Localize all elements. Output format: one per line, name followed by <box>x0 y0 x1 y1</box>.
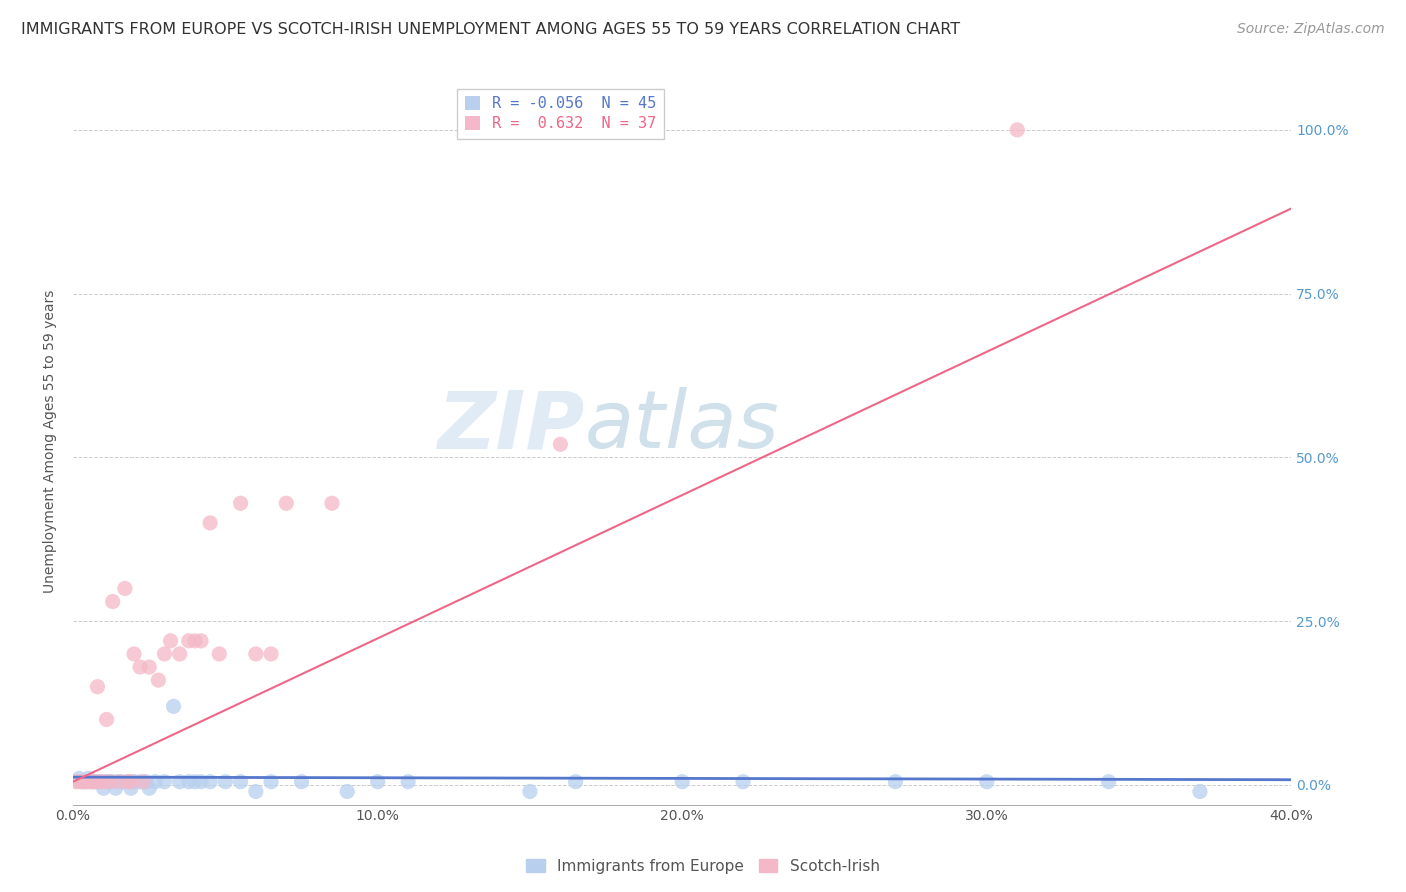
Point <box>159 633 181 648</box>
Point <box>77 774 100 789</box>
Point <box>122 647 145 661</box>
Point <box>120 774 142 789</box>
Point <box>75 774 97 789</box>
Point <box>70 774 93 789</box>
Point <box>143 774 166 789</box>
Point <box>245 784 267 798</box>
Point <box>214 774 236 789</box>
Point <box>67 772 90 786</box>
Text: atlas: atlas <box>585 387 779 466</box>
Point <box>114 582 136 596</box>
Point <box>93 774 115 789</box>
Text: ZIP: ZIP <box>437 387 585 466</box>
Point <box>122 774 145 789</box>
Point <box>104 781 127 796</box>
Point <box>169 647 191 661</box>
Point <box>976 774 998 789</box>
Point <box>65 774 87 789</box>
Point <box>198 516 221 530</box>
Point <box>260 647 283 661</box>
Point <box>80 774 103 789</box>
Point <box>671 774 693 789</box>
Point <box>80 774 103 789</box>
Point <box>75 774 97 789</box>
Point <box>367 774 389 789</box>
Point <box>153 774 176 789</box>
Point <box>184 633 207 648</box>
Point <box>120 781 142 796</box>
Point <box>138 781 160 796</box>
Point <box>96 774 118 789</box>
Point <box>321 496 343 510</box>
Point <box>519 784 541 798</box>
Point <box>198 774 221 789</box>
Point <box>101 594 124 608</box>
Legend: R = -0.056  N = 45, R =  0.632  N = 37: R = -0.056 N = 45, R = 0.632 N = 37 <box>457 88 664 139</box>
Point <box>77 772 100 786</box>
Point <box>138 660 160 674</box>
Point <box>177 774 200 789</box>
Point <box>98 774 121 789</box>
Point <box>884 774 907 789</box>
Point <box>162 699 184 714</box>
Point <box>208 647 231 661</box>
Point <box>564 774 586 789</box>
Point <box>290 774 312 789</box>
Text: Source: ZipAtlas.com: Source: ZipAtlas.com <box>1237 22 1385 37</box>
Point <box>86 774 108 789</box>
Point <box>276 496 298 510</box>
Point <box>396 774 419 789</box>
Point <box>70 774 93 789</box>
Point <box>96 713 118 727</box>
Point <box>107 774 129 789</box>
Point <box>101 774 124 789</box>
Point <box>132 774 155 789</box>
Point <box>1097 774 1119 789</box>
Point <box>129 774 152 789</box>
Point <box>1188 784 1211 798</box>
Point <box>117 774 139 789</box>
Point <box>245 647 267 661</box>
Point <box>336 784 359 798</box>
Point <box>1005 123 1028 137</box>
Point <box>98 774 121 789</box>
Text: IMMIGRANTS FROM EUROPE VS SCOTCH-IRISH UNEMPLOYMENT AMONG AGES 55 TO 59 YEARS CO: IMMIGRANTS FROM EUROPE VS SCOTCH-IRISH U… <box>21 22 960 37</box>
Point <box>190 774 212 789</box>
Point <box>190 633 212 648</box>
Point <box>89 774 111 789</box>
Point <box>550 437 572 451</box>
Point <box>229 774 252 789</box>
Y-axis label: Unemployment Among Ages 55 to 59 years: Unemployment Among Ages 55 to 59 years <box>44 289 58 592</box>
Point <box>117 774 139 789</box>
Point <box>67 774 90 789</box>
Point <box>135 774 157 789</box>
Point <box>733 774 755 789</box>
Point <box>89 774 111 789</box>
Point <box>83 774 105 789</box>
Legend: Immigrants from Europe, Scotch-Irish: Immigrants from Europe, Scotch-Irish <box>520 853 886 880</box>
Point <box>153 647 176 661</box>
Point <box>93 781 115 796</box>
Point <box>86 680 108 694</box>
Point <box>169 774 191 789</box>
Point <box>129 660 152 674</box>
Point <box>83 774 105 789</box>
Point <box>111 774 134 789</box>
Point <box>260 774 283 789</box>
Point <box>177 633 200 648</box>
Point <box>148 673 170 687</box>
Point <box>229 496 252 510</box>
Point <box>107 774 129 789</box>
Point <box>184 774 207 789</box>
